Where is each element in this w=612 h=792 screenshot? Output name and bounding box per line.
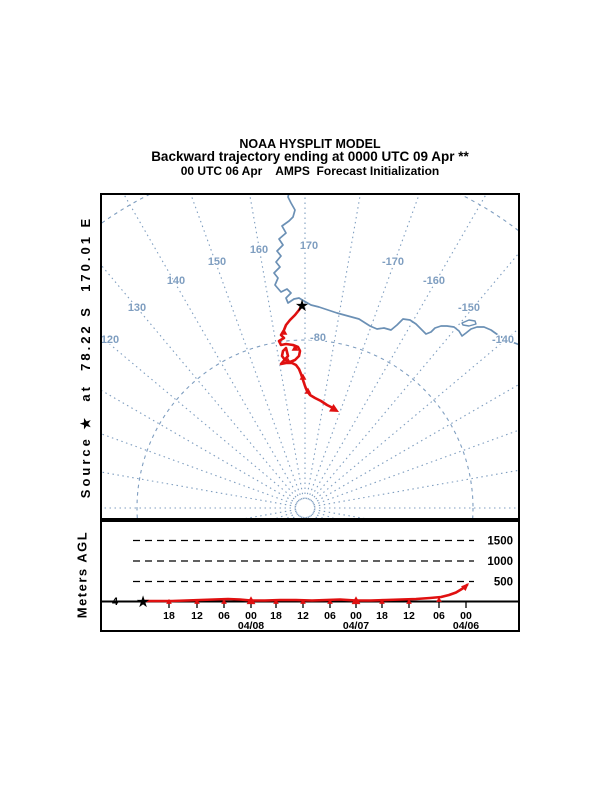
profile-time-marker [327,598,333,604]
map-trajectory-arrowhead [329,404,339,412]
meridian-line [311,328,518,503]
height-gridline-label: 1000 [487,556,513,568]
height-gridline-label: 1500 [487,536,513,548]
profile-time-marker [194,598,200,604]
profile-time-marker [436,596,442,602]
time-tick-label: 06 [433,610,445,622]
graticule-label: 130 [128,302,146,314]
graticule-label: -80 [310,332,326,344]
profile-time-marker [221,598,227,604]
trajectory-time-marker [284,357,292,364]
time-tick-label: 18 [270,610,282,622]
height-profile-arrowhead [461,583,469,591]
meridian-line [306,195,361,500]
map-panel: 120 130 140 150 160 170 -170 -160 -150 -140 -80 ★ [100,193,520,520]
trajectory-time-marker [291,344,299,351]
profile-day-marker [246,596,256,605]
meridian-line [312,384,518,504]
height-profile-markers [166,596,442,605]
graticule-label: 160 [250,244,268,256]
start-height-label: 4 [112,596,119,608]
meridian-line [307,195,420,500]
graticule-label: -140 [492,334,514,346]
graticule-labels: 120 130 140 150 160 170 -170 -160 -150 -140 -80 [101,239,515,348]
time-tick-label: 12 [403,610,415,622]
small-island-outline [461,319,477,327]
map-trajectory-markers [280,328,312,394]
source-star-marker: ★ [295,296,309,315]
height-gridline-label: 500 [494,577,513,589]
meridian-line [123,195,301,501]
meridian-line [102,433,297,506]
graticule-label: 140 [167,275,185,287]
graticule-label: 120 [101,334,119,346]
time-tick-label: 06 [218,610,230,622]
time-tick-label: 06 [324,610,336,622]
trajectory-time-marker [280,328,288,335]
map-frame [100,193,520,520]
meridian-line [190,195,303,500]
profile-time-marker [406,598,412,604]
profile-time-marker [166,598,172,604]
time-tick-label: 18 [376,610,388,622]
meridian-line [102,265,300,502]
plot-init-line: 00 UTC 06 Apr AMPS Forecast Initializati… [180,164,440,178]
plot-subtitle: Backward trajectory ending at 0000 UTC 0… [151,149,469,164]
date-label: 04/07 [343,620,369,632]
trajectory-time-marker [304,387,312,394]
profile-star-marker: ★ [136,592,150,611]
meridian-line [313,469,518,507]
meridian-line [249,195,304,500]
time-tick-label: 12 [191,610,203,622]
antarctic-coastline [273,195,518,346]
meridian-line [102,390,298,504]
graticule-label: -150 [458,302,480,314]
profile-time-marker [273,598,279,604]
time-tick-label: 00 [460,610,472,622]
profile-frame [100,520,520,632]
graticule-label: 170 [300,240,318,252]
profile-y-axis-label: Meters AGL [74,530,90,619]
meridian-line [102,471,297,507]
trajectory-time-marker [299,373,307,380]
profile-time-marker [379,598,385,604]
meridian-line [309,195,487,501]
profile-time-marker [300,598,306,604]
date-label: 04/08 [238,620,264,632]
date-label: 04/06 [453,620,479,632]
meridian-line [313,429,518,506]
meridian-line [102,336,299,503]
polar-graticule [102,195,518,518]
time-tick-label: 12 [297,610,309,622]
plot-title: NOAA HYSPLIT MODEL [239,137,381,151]
time-tick-label: 00 [245,610,257,622]
graticule-label: 150 [208,256,226,268]
height-profile-line [141,583,469,603]
graticule-label: -160 [423,275,445,287]
time-tick-label: 00 [350,610,362,622]
meridian-line [310,253,518,502]
height-gridlines: 1500 1000 500 [133,536,513,589]
latitude-circle [136,339,474,518]
graticule-label: -170 [382,256,404,268]
time-tick-label: 18 [163,610,175,622]
source-location-label: Source ★ at 78.22 S 170.01 E [78,215,93,499]
profile-day-marker [351,596,361,605]
